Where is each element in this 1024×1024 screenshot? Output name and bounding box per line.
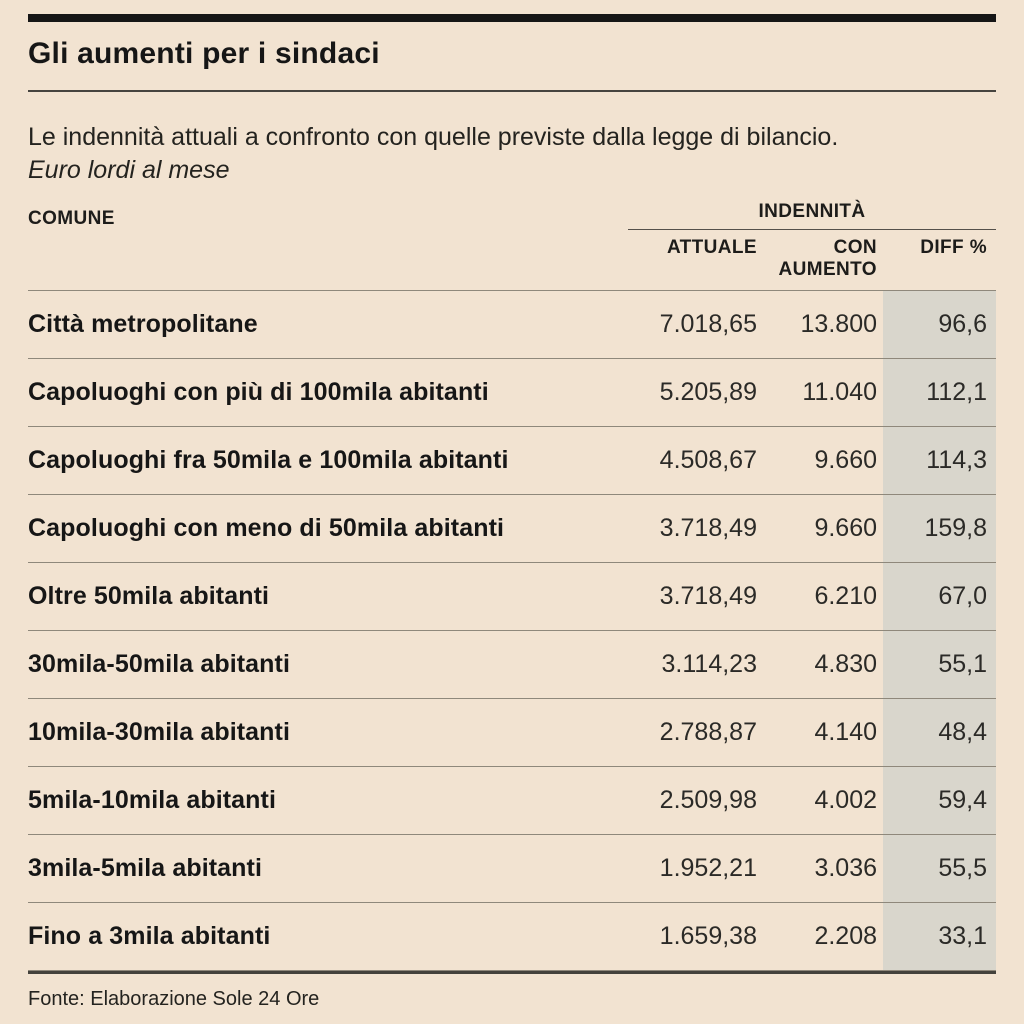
page-title: Gli aumenti per i sindaci bbox=[28, 37, 380, 70]
attuale-value: 5.205,89 bbox=[659, 377, 757, 406]
comune-label: 10mila-30mila abitanti bbox=[28, 717, 291, 746]
indemnity-table: COMUNE INDENNITÀ ATTUALE CON AUMENTO DIF… bbox=[28, 201, 996, 974]
comune-label: Città metropolitane bbox=[28, 309, 258, 338]
source-note: Fonte: Elaborazione Sole 24 Ore bbox=[28, 987, 320, 1010]
attuale-value: 1.952,21 bbox=[659, 853, 757, 882]
table-row: 5mila-10mila abitanti 2.509,98 4.002 59,… bbox=[28, 766, 996, 835]
diff-value: 96,6 bbox=[883, 290, 996, 358]
con-aumento-value: 2.208 bbox=[814, 921, 877, 950]
table-bottom-rule bbox=[28, 970, 996, 974]
con-aumento-value: 9.660 bbox=[814, 445, 877, 474]
attuale-value: 4.508,67 bbox=[659, 445, 757, 474]
column-group-header-indennita: INDENNITÀ bbox=[628, 201, 996, 231]
table-header-subcolumns-row: ATTUALE CON AUMENTO DIFF % bbox=[28, 230, 996, 291]
con-aumento-value: 4.830 bbox=[814, 649, 877, 678]
attuale-value: 3.718,49 bbox=[659, 581, 757, 610]
diff-value: 67,0 bbox=[883, 562, 996, 630]
top-accent-bar bbox=[28, 14, 996, 22]
comune-label: 5mila-10mila abitanti bbox=[28, 785, 277, 814]
diff-value: 114,3 bbox=[883, 426, 996, 494]
table-header-group-row: COMUNE INDENNITÀ bbox=[28, 201, 996, 231]
column-header-comune: COMUNE bbox=[28, 208, 115, 230]
con-aumento-value: 4.002 bbox=[814, 785, 877, 814]
attuale-value: 2.788,87 bbox=[659, 717, 757, 746]
comune-label: 30mila-50mila abitanti bbox=[28, 649, 291, 678]
table-row: 10mila-30mila abitanti 2.788,87 4.140 48… bbox=[28, 698, 996, 767]
comune-label: Oltre 50mila abitanti bbox=[28, 581, 270, 610]
diff-value: 112,1 bbox=[883, 358, 996, 426]
column-header-attuale: ATTUALE bbox=[666, 237, 757, 259]
con-aumento-value: 3.036 bbox=[814, 853, 877, 882]
table-row: 30mila-50mila abitanti 3.114,23 4.830 55… bbox=[28, 630, 996, 699]
comune-label: Capoluoghi con meno di 50mila abitanti bbox=[28, 513, 505, 542]
table-row: Oltre 50mila abitanti 3.718,49 6.210 67,… bbox=[28, 562, 996, 631]
comune-label: Capoluoghi fra 50mila e 100mila abitanti bbox=[28, 445, 509, 474]
attuale-value: 1.659,38 bbox=[659, 921, 757, 950]
table-row: Capoluoghi con meno di 50mila abitanti 3… bbox=[28, 494, 996, 563]
table-row: Città metropolitane 7.018,65 13.800 96,6 bbox=[28, 290, 996, 359]
comune-label: Capoluoghi con più di 100mila abitanti bbox=[28, 377, 489, 406]
comune-label: 3mila-5mila abitanti bbox=[28, 853, 263, 882]
attuale-value: 2.509,98 bbox=[659, 785, 757, 814]
diff-value: 48,4 bbox=[883, 698, 996, 766]
column-header-diff: DIFF % bbox=[920, 237, 987, 259]
attuale-value: 3.718,49 bbox=[659, 513, 757, 542]
attuale-value: 7.018,65 bbox=[659, 309, 757, 338]
column-header-con-aumento: CON AUMENTO bbox=[778, 237, 877, 280]
diff-value: 55,5 bbox=[883, 834, 996, 902]
con-aumento-value: 13.800 bbox=[800, 309, 877, 338]
table-row: Fino a 3mila abitanti 1.659,38 2.208 33,… bbox=[28, 902, 996, 971]
con-aumento-value: 9.660 bbox=[814, 513, 877, 542]
subtitle: Le indennità attuali a confronto con que… bbox=[28, 123, 839, 152]
diff-value: 159,8 bbox=[883, 494, 996, 562]
attuale-value: 3.114,23 bbox=[661, 649, 757, 678]
table-row: 3mila-5mila abitanti 1.952,21 3.036 55,5 bbox=[28, 834, 996, 903]
table-row: Capoluoghi con più di 100mila abitanti 5… bbox=[28, 358, 996, 427]
con-aumento-value: 6.210 bbox=[814, 581, 877, 610]
con-aumento-value: 11.040 bbox=[802, 377, 877, 406]
table-row: Capoluoghi fra 50mila e 100mila abitanti… bbox=[28, 426, 996, 495]
con-aumento-value: 4.140 bbox=[814, 717, 877, 746]
title-divider bbox=[28, 90, 996, 93]
unit-note: Euro lordi al mese bbox=[28, 156, 230, 185]
diff-value: 55,1 bbox=[883, 630, 996, 698]
diff-value: 59,4 bbox=[883, 766, 996, 834]
diff-value: 33,1 bbox=[883, 902, 996, 970]
comune-label: Fino a 3mila abitanti bbox=[28, 921, 271, 950]
